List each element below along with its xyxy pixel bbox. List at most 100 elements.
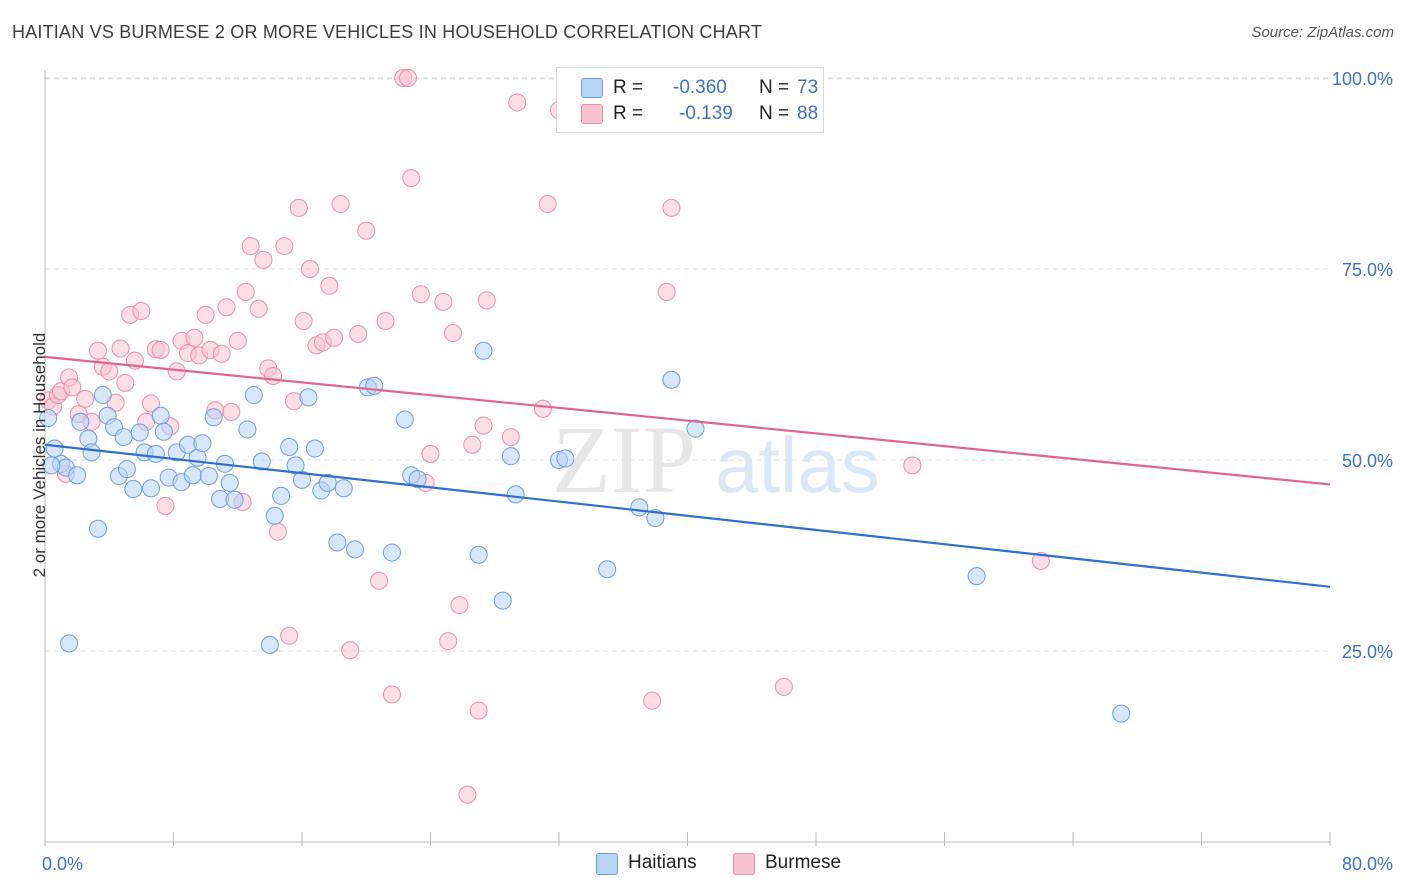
burmese-point — [228, 331, 247, 350]
haitians-point — [71, 412, 90, 431]
chart-title: HAITIAN VS BURMESE 2 OR MORE VEHICLES IN… — [12, 22, 763, 42]
n-label: N = — [759, 103, 790, 124]
burmese-point — [236, 282, 255, 301]
burmese-point — [249, 299, 268, 318]
r-label: R = — [613, 77, 644, 98]
n-value: 88 — [797, 103, 819, 124]
source-label: Source: ZipAtlas.com — [1251, 24, 1394, 41]
burmese-point — [477, 291, 496, 310]
burmese-point — [357, 221, 376, 240]
burmese-point — [399, 69, 418, 87]
burmese-point — [151, 340, 170, 359]
haitians-point — [244, 386, 263, 405]
burmese-point — [349, 324, 368, 343]
haitians-point — [474, 341, 493, 360]
tick-labels: 25.0% 50.0% 75.0% 100.0% 0.0% 80.0% — [42, 69, 1393, 874]
haitians-point — [686, 419, 705, 438]
haitians-point — [346, 540, 365, 559]
haitians-point — [493, 591, 512, 610]
haitians-trend-line — [44, 443, 1331, 588]
haitians-point — [1112, 704, 1131, 723]
burmese-point — [289, 198, 308, 217]
burmese-point — [264, 366, 283, 385]
haitians-point — [395, 410, 414, 429]
burmese-point — [212, 344, 231, 363]
burmese-point — [411, 285, 430, 304]
haitians-legend-label: Haitians — [628, 852, 697, 873]
burmese-point — [450, 596, 469, 615]
burmese-point — [268, 522, 287, 541]
haitians-point — [260, 635, 279, 654]
burmese-point — [402, 169, 421, 188]
haitians-point — [82, 443, 101, 462]
haitians-point — [365, 376, 384, 395]
burmese-point — [662, 198, 681, 217]
burmese-point — [116, 373, 135, 392]
burmese-legend-swatch — [733, 853, 755, 875]
burmese-point — [469, 701, 488, 720]
haitians-point — [328, 533, 347, 552]
y-tick-label: 100.0% — [1332, 69, 1393, 89]
burmese-point — [331, 195, 350, 214]
burmese-point — [1031, 551, 1050, 570]
haitians-point — [280, 438, 299, 457]
r-value: -0.360 — [673, 77, 727, 98]
haitians-point — [469, 545, 488, 564]
burmese-point — [439, 632, 458, 651]
haitians-point — [967, 567, 986, 586]
haitians-point — [146, 444, 165, 463]
burmese-point — [443, 324, 462, 343]
haitians-point — [204, 408, 223, 427]
burmese-point — [657, 282, 676, 301]
haitians-point — [408, 470, 427, 489]
burmese-legend-label: Burmese — [765, 852, 842, 873]
watermark-atlas: atlas — [715, 421, 880, 509]
n-label: N = — [759, 77, 790, 98]
haitians-point — [68, 466, 87, 485]
haitians-point — [299, 388, 318, 407]
haitians-point — [238, 420, 257, 439]
haitians-point — [124, 480, 143, 499]
burmese-point — [421, 444, 440, 463]
haitians-point — [183, 466, 202, 485]
burmese-point — [254, 250, 273, 269]
haitians-point — [193, 434, 212, 453]
burmese-point — [156, 496, 175, 515]
burmese-point — [508, 93, 527, 112]
burmese-point — [294, 311, 313, 330]
haitians-point — [334, 479, 353, 498]
burmese-point — [241, 237, 260, 256]
haitians-point — [142, 479, 161, 498]
burmese-point — [132, 302, 151, 321]
haitians-point — [220, 473, 239, 492]
x-tick-label: 0.0% — [42, 854, 83, 874]
burmese-point — [222, 402, 241, 421]
haitians-legend-swatch — [596, 853, 618, 875]
burmese-point — [275, 237, 294, 256]
burmese-point — [474, 416, 493, 435]
haitians-point — [117, 460, 136, 479]
burmese-point — [538, 195, 557, 214]
burmese-point — [320, 276, 339, 295]
burmese-point — [63, 378, 82, 397]
haitians-swatch — [581, 78, 603, 98]
haitians-point — [199, 467, 218, 486]
haitians-point — [60, 634, 79, 653]
burmese-point — [325, 328, 344, 347]
burmese-point — [382, 685, 401, 704]
haitians-point — [318, 473, 337, 492]
y-tick-label: 75.0% — [1342, 260, 1393, 280]
burmese-point — [196, 305, 215, 324]
haitians-point — [265, 506, 284, 525]
y-axis-label: 2 or more Vehicles in Household — [30, 332, 49, 578]
burmese-point — [100, 362, 119, 381]
haitians-point — [151, 406, 170, 425]
burmese-point — [903, 456, 922, 475]
burmese-point — [111, 339, 130, 358]
haitians-point — [662, 370, 681, 389]
r-value: -0.139 — [679, 103, 733, 124]
haitians-points — [39, 341, 1131, 723]
haitians-point — [42, 456, 61, 475]
burmese-point — [76, 389, 95, 408]
